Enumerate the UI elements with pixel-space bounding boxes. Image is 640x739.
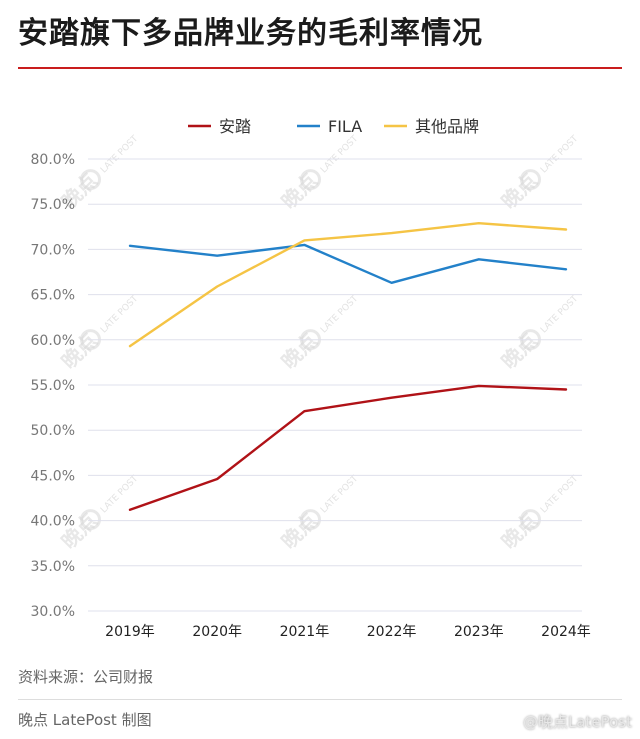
series-line-0 — [128, 384, 568, 511]
watermark-subtext: LATE POST — [99, 294, 141, 336]
watermark-logo — [520, 329, 542, 351]
watermark-logo — [80, 329, 102, 351]
legend-label: 其他品牌 — [415, 117, 479, 136]
y-tick-label: 75.0% — [31, 197, 75, 213]
page-title: 安踏旗下多品牌业务的毛利率情况 — [18, 16, 483, 51]
footer-divider — [18, 699, 622, 700]
series-line-1 — [128, 243, 568, 284]
legend-label: FILA — [328, 117, 362, 136]
watermark-text: 晚点 — [277, 328, 322, 373]
y-tick-label: 60.0% — [31, 333, 75, 349]
y-axis-ticks: 30.0% 35.0% 40.0% 45.0% 50.0% 55.0% 60.0% 65.0%… — [31, 152, 75, 620]
watermark-text: 晚点 — [277, 508, 322, 553]
title-divider — [18, 67, 622, 69]
watermark-subtext: LATE POST — [539, 294, 581, 336]
series-lines — [128, 221, 568, 511]
x-tick-label: 2021年 — [280, 624, 330, 640]
y-tick-label: 40.0% — [31, 514, 75, 530]
watermark-logo — [80, 169, 102, 191]
watermark-subtext: LATE POST — [319, 474, 361, 516]
x-tick-label: 2022年 — [367, 624, 417, 640]
y-tick-label: 70.0% — [31, 242, 75, 258]
watermark-text: 晚点 — [277, 168, 322, 213]
grid-layer — [88, 158, 582, 612]
watermark-logo — [300, 509, 322, 531]
x-tick-label: 2020年 — [192, 624, 242, 640]
watermark-subtext: LATE POST — [539, 134, 581, 176]
legend-label: 安踏 — [219, 117, 251, 136]
y-tick-label: 65.0% — [31, 288, 75, 304]
weibo-watermark: @晚点LatePost — [522, 713, 632, 731]
x-tick-label: 2019年 — [105, 624, 155, 640]
watermark-subtext: LATE POST — [319, 134, 361, 176]
x-tick-label: 2023年 — [454, 624, 504, 640]
series-line-2 — [128, 221, 568, 348]
watermark-logo — [520, 509, 542, 531]
y-tick-label: 80.0% — [31, 152, 75, 168]
chart-credit: 晚点 LatePost 制图 — [18, 711, 152, 729]
x-tick-label: 2024年 — [541, 624, 591, 640]
watermark-logo — [300, 329, 322, 351]
watermark-subtext: LATE POST — [539, 474, 581, 516]
watermark-subtext: LATE POST — [319, 294, 361, 336]
watermark-text: 晚点 — [497, 508, 542, 553]
y-tick-label: 50.0% — [31, 423, 75, 439]
watermark-subtext: LATE POST — [99, 134, 141, 176]
watermark-text: 晚点 — [497, 328, 542, 373]
x-axis-ticks: 2019年 2020年 2021年 2022年 2023年 2024年 — [105, 624, 591, 640]
y-tick-label: 30.0% — [31, 604, 75, 620]
watermark-logo — [80, 509, 102, 531]
y-tick-label: 55.0% — [31, 378, 75, 394]
watermark-logo — [300, 169, 322, 191]
watermark-logo — [520, 169, 542, 191]
legend: 安踏 FILA 其他品牌 — [188, 117, 479, 136]
y-tick-label: 45.0% — [31, 468, 75, 484]
source-note: 资料来源：公司财报 — [18, 668, 154, 686]
watermark-text: 晚点 — [497, 168, 542, 213]
y-tick-label: 35.0% — [31, 559, 75, 575]
